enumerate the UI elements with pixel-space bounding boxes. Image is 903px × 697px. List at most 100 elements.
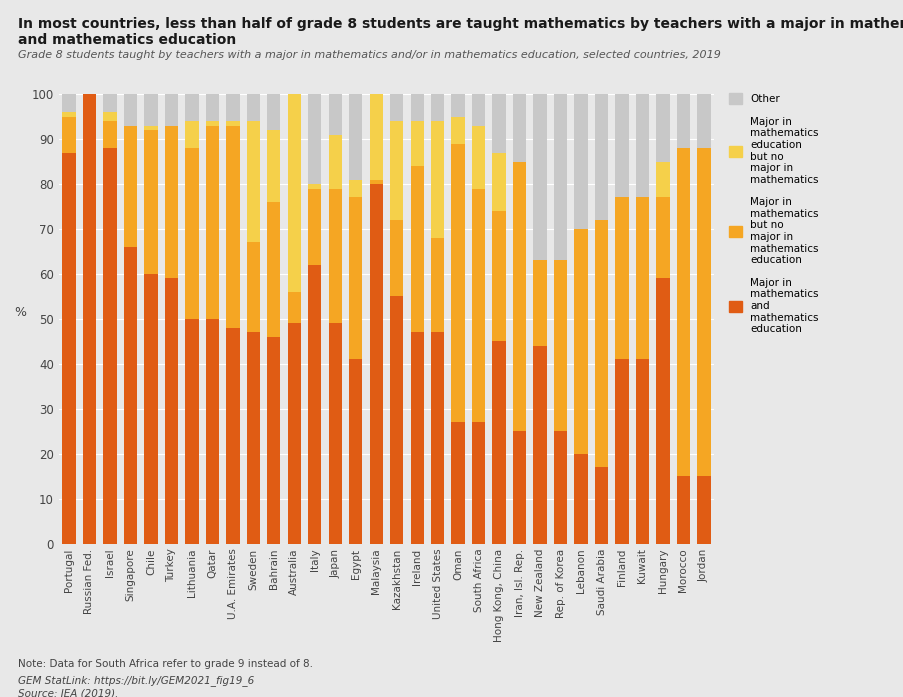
- Bar: [410, 94, 424, 121]
- Text: GEM StatLink: https://bit.ly/GEM2021_fig19_6: GEM StatLink: https://bit.ly/GEM2021_fig…: [18, 675, 254, 686]
- Bar: [206, 121, 219, 125]
- Bar: [533, 94, 546, 261]
- Bar: [512, 431, 526, 544]
- Bar: [62, 153, 76, 544]
- Bar: [103, 94, 116, 112]
- Text: and mathematics education: and mathematics education: [18, 33, 236, 47]
- Bar: [308, 265, 321, 544]
- Bar: [471, 188, 485, 422]
- Bar: [451, 116, 464, 144]
- Bar: [185, 148, 199, 319]
- Bar: [410, 166, 424, 332]
- Bar: [62, 94, 76, 112]
- Bar: [349, 197, 362, 360]
- Bar: [287, 323, 301, 544]
- Bar: [431, 94, 444, 121]
- Bar: [103, 112, 116, 121]
- Bar: [247, 94, 260, 121]
- Bar: [656, 197, 669, 278]
- Bar: [103, 148, 116, 544]
- Bar: [512, 94, 526, 162]
- Bar: [389, 296, 403, 544]
- Bar: [206, 94, 219, 121]
- Bar: [676, 94, 689, 148]
- Bar: [594, 94, 608, 220]
- Bar: [328, 323, 341, 544]
- Bar: [635, 197, 648, 360]
- Bar: [124, 94, 137, 125]
- Bar: [451, 144, 464, 422]
- Bar: [410, 121, 424, 166]
- Text: Note: Data for South Africa refer to grade 9 instead of 8.: Note: Data for South Africa refer to gra…: [18, 659, 312, 668]
- Bar: [656, 162, 669, 197]
- Bar: [328, 188, 341, 323]
- Bar: [328, 135, 341, 188]
- Bar: [267, 337, 280, 544]
- Bar: [492, 94, 505, 153]
- Bar: [144, 130, 157, 274]
- Bar: [369, 94, 383, 180]
- Text: Grade 8 students taught by teachers with a major in mathematics and/or in mathem: Grade 8 students taught by teachers with…: [18, 50, 721, 60]
- Bar: [328, 94, 341, 135]
- Bar: [615, 94, 628, 197]
- Bar: [656, 278, 669, 544]
- Bar: [369, 184, 383, 544]
- Bar: [62, 112, 76, 116]
- Bar: [247, 332, 260, 544]
- Bar: [206, 319, 219, 544]
- Bar: [594, 220, 608, 467]
- Bar: [369, 180, 383, 184]
- Bar: [676, 148, 689, 476]
- Text: In most countries, less than half of grade 8 students are taught mathematics by : In most countries, less than half of gra…: [18, 17, 903, 31]
- Bar: [696, 94, 710, 148]
- Bar: [308, 184, 321, 188]
- Bar: [451, 94, 464, 116]
- Bar: [287, 94, 301, 292]
- Bar: [308, 188, 321, 265]
- Bar: [164, 125, 178, 278]
- Bar: [226, 121, 239, 125]
- Bar: [124, 247, 137, 544]
- Bar: [410, 332, 424, 544]
- Bar: [389, 94, 403, 121]
- Bar: [226, 328, 239, 544]
- Bar: [308, 94, 321, 184]
- Bar: [185, 94, 199, 121]
- Bar: [635, 360, 648, 544]
- Bar: [103, 121, 116, 148]
- Bar: [247, 243, 260, 332]
- Bar: [247, 121, 260, 243]
- Bar: [144, 125, 157, 130]
- Bar: [451, 422, 464, 544]
- Bar: [349, 360, 362, 544]
- Bar: [554, 431, 566, 544]
- Bar: [267, 94, 280, 130]
- Bar: [492, 211, 505, 342]
- Text: Source: IEA (2019).: Source: IEA (2019).: [18, 689, 118, 697]
- Bar: [512, 162, 526, 431]
- Bar: [431, 238, 444, 332]
- Bar: [226, 94, 239, 121]
- Bar: [471, 94, 485, 125]
- Bar: [124, 125, 137, 247]
- Bar: [83, 94, 96, 544]
- Bar: [349, 94, 362, 180]
- Bar: [696, 476, 710, 544]
- Bar: [471, 125, 485, 188]
- Bar: [533, 346, 546, 544]
- Bar: [431, 121, 444, 238]
- Bar: [573, 229, 587, 454]
- Bar: [185, 319, 199, 544]
- Bar: [635, 94, 648, 197]
- Bar: [573, 454, 587, 544]
- Bar: [615, 197, 628, 360]
- Bar: [533, 261, 546, 346]
- Bar: [144, 94, 157, 125]
- Bar: [144, 274, 157, 544]
- Bar: [696, 148, 710, 476]
- Bar: [389, 121, 403, 220]
- Bar: [554, 261, 566, 431]
- Bar: [164, 94, 178, 125]
- Bar: [287, 292, 301, 323]
- Bar: [492, 153, 505, 211]
